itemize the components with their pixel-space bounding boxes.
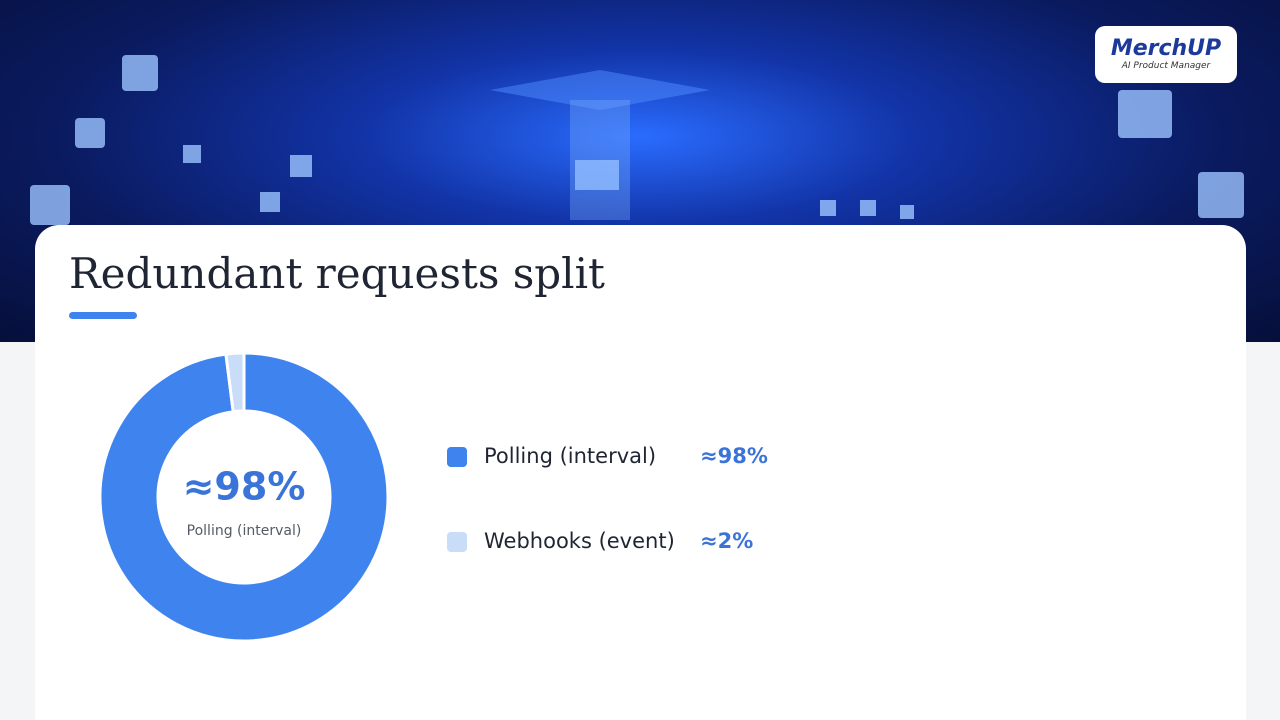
banner-decoration [30, 55, 1244, 225]
legend-swatch [447, 532, 467, 552]
logo-name: MerchUP [1110, 36, 1222, 61]
legend-label: Webhooks (event) [484, 529, 675, 553]
center-label: Polling (interval) [187, 523, 302, 539]
legend-value: ≈98% [700, 444, 768, 468]
legend-value: ≈2% [700, 529, 753, 553]
legend-label: Polling (interval) [484, 444, 656, 468]
legend-swatch [447, 447, 467, 467]
pie-slice [98, 351, 390, 643]
title-underline [69, 312, 137, 319]
logo: MerchUP AI Product Manager [1095, 26, 1237, 83]
content-card: Redundant requests split Polling (interv… [35, 225, 1246, 720]
chart: Polling (interval) ≈98% Webhooks (event) ≈2… [98, 351, 768, 643]
pie-slice [224, 351, 246, 414]
center-value: ≈98% [183, 465, 306, 509]
slide-title: Redundant requests split [69, 249, 605, 298]
logo-tagline: AI Product Manager [1121, 61, 1211, 71]
